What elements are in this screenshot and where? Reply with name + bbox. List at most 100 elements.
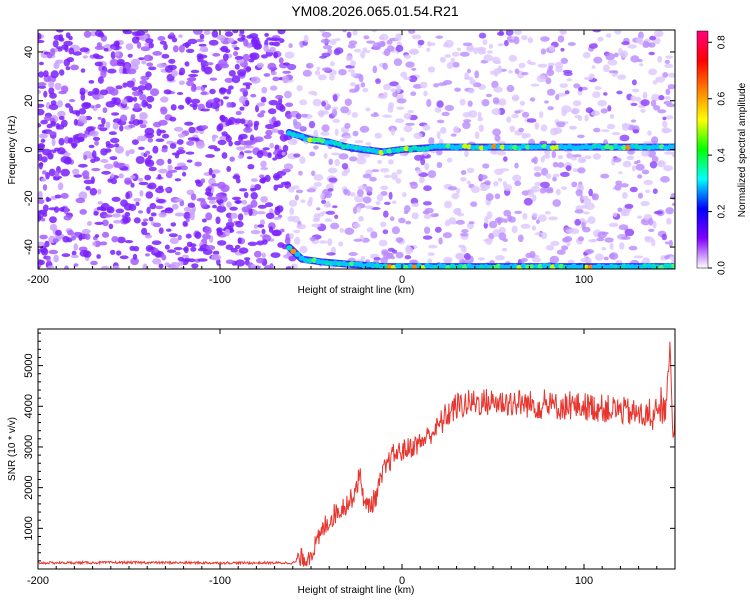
noise-blob bbox=[556, 121, 566, 128]
noise-blob bbox=[38, 248, 41, 255]
noise-blob bbox=[632, 129, 640, 134]
noise-blob bbox=[313, 91, 318, 96]
noise-blob bbox=[460, 170, 467, 175]
noise-blob bbox=[53, 206, 60, 213]
noise-blob bbox=[50, 48, 56, 56]
noise-blob bbox=[250, 93, 257, 98]
noise-blob bbox=[639, 63, 644, 67]
noise-blob bbox=[394, 118, 405, 123]
noise-blob bbox=[357, 152, 365, 158]
noise-blob bbox=[204, 226, 212, 235]
noise-blob bbox=[561, 105, 572, 113]
noise-blob bbox=[109, 88, 119, 96]
figure-title: YM08.2026.065.01.54.R21 bbox=[291, 3, 459, 19]
noise-blob bbox=[459, 98, 466, 106]
noise-blob bbox=[375, 201, 381, 206]
noise-blob bbox=[191, 263, 199, 269]
noise-blob bbox=[464, 253, 471, 260]
noise-blob bbox=[284, 181, 292, 189]
colorbar-label: Normalized spectral amplitude bbox=[737, 82, 748, 217]
noise-blob bbox=[570, 126, 576, 130]
noise-blob bbox=[187, 38, 198, 45]
noise-blob bbox=[592, 30, 602, 33]
noise-blob bbox=[219, 135, 228, 141]
noise-blob bbox=[130, 58, 141, 67]
noise-blob bbox=[525, 133, 531, 138]
noise-blob bbox=[577, 236, 585, 242]
noise-blob bbox=[237, 237, 242, 244]
noise-blob bbox=[665, 207, 674, 215]
noise-blob bbox=[234, 63, 240, 70]
noise-blob bbox=[270, 252, 281, 258]
noise-blob bbox=[78, 108, 87, 115]
noise-blob bbox=[97, 201, 104, 205]
noise-blob bbox=[614, 30, 622, 35]
noise-blob bbox=[423, 90, 428, 97]
noise-blob bbox=[662, 128, 673, 133]
noise-blob bbox=[497, 177, 503, 182]
noise-blob bbox=[377, 95, 388, 99]
noise-blob bbox=[494, 193, 501, 200]
noise-blob bbox=[288, 255, 297, 262]
noise-blob bbox=[527, 59, 532, 65]
noise-blob bbox=[637, 192, 644, 199]
noise-blob bbox=[504, 39, 509, 47]
noise-blob bbox=[423, 214, 432, 220]
noise-blob bbox=[108, 223, 114, 230]
noise-blob bbox=[450, 57, 455, 64]
noise-blob bbox=[139, 80, 148, 85]
noise-blob bbox=[444, 54, 451, 58]
noise-blob bbox=[101, 231, 110, 238]
noise-blob bbox=[142, 263, 148, 269]
noise-blob bbox=[321, 31, 332, 38]
noise-blob bbox=[618, 224, 629, 231]
spectral-point bbox=[667, 144, 674, 150]
noise-blob bbox=[485, 193, 494, 201]
noise-blob bbox=[557, 155, 564, 160]
noise-blob bbox=[126, 80, 135, 88]
noise-blob bbox=[38, 89, 42, 94]
noise-blob bbox=[296, 224, 307, 230]
noise-blob bbox=[92, 87, 100, 95]
noise-blob bbox=[220, 184, 230, 193]
noise-blob bbox=[78, 191, 88, 200]
noise-blob bbox=[378, 36, 385, 40]
noise-blob bbox=[354, 140, 364, 144]
noise-blob bbox=[145, 150, 151, 155]
noise-blob bbox=[177, 104, 185, 110]
noise-blob bbox=[403, 112, 412, 120]
noise-blob bbox=[109, 156, 118, 161]
noise-blob bbox=[362, 87, 369, 93]
noise-blob bbox=[653, 105, 661, 111]
noise-blob bbox=[582, 226, 591, 233]
y-tick-label: 20 bbox=[23, 95, 35, 107]
noise-blob bbox=[244, 257, 251, 261]
noise-blob bbox=[90, 105, 95, 109]
noise-blob bbox=[55, 229, 62, 236]
noise-blob bbox=[230, 212, 238, 219]
noise-blob bbox=[419, 81, 428, 89]
noise-blob bbox=[434, 213, 439, 217]
noise-blob bbox=[362, 47, 368, 52]
noise-blob bbox=[267, 62, 277, 71]
noise-blob bbox=[260, 196, 268, 203]
noise-blob bbox=[201, 218, 207, 223]
noise-blob bbox=[96, 254, 101, 259]
noise-blob bbox=[115, 85, 123, 90]
noise-blob bbox=[411, 212, 419, 220]
noise-blob bbox=[435, 35, 444, 39]
noise-blob bbox=[135, 156, 145, 164]
noise-blob bbox=[265, 123, 275, 130]
noise-blob bbox=[624, 203, 634, 209]
noise-blob bbox=[250, 229, 261, 235]
noise-blob bbox=[150, 88, 160, 97]
noise-blob bbox=[571, 181, 578, 188]
noise-blob bbox=[664, 151, 674, 155]
noise-blob bbox=[265, 202, 274, 208]
noise-blob bbox=[124, 211, 131, 217]
noise-blob bbox=[212, 204, 218, 209]
noise-blob bbox=[443, 256, 453, 263]
spectral-point bbox=[642, 263, 648, 269]
noise-blob bbox=[501, 247, 508, 252]
noise-blob bbox=[464, 150, 469, 158]
